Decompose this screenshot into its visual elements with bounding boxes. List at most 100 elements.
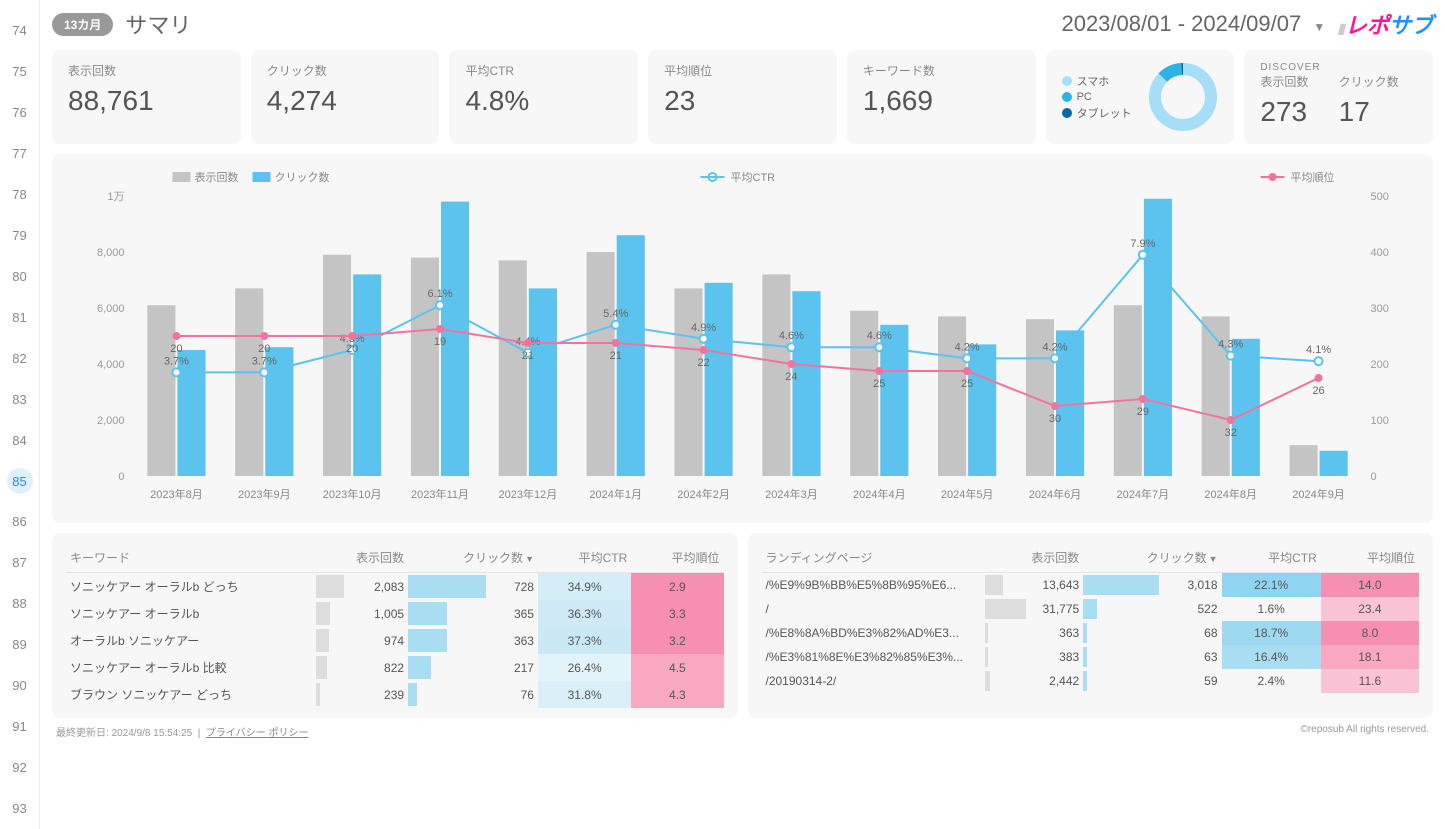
rank-point[interactable] bbox=[612, 339, 620, 347]
svg-text:20: 20 bbox=[258, 343, 270, 355]
metric-card[interactable]: クリック数4,274 bbox=[251, 50, 440, 144]
ctr-point[interactable] bbox=[1051, 354, 1059, 362]
clicks-bar[interactable] bbox=[353, 274, 381, 476]
impressions-cell: 363 bbox=[985, 621, 1083, 645]
svg-text:2024年9月: 2024年9月 bbox=[1292, 487, 1345, 501]
table-header[interactable]: 平均順位 bbox=[631, 543, 723, 573]
svg-text:22: 22 bbox=[697, 357, 709, 369]
impressions-bar[interactable] bbox=[1289, 445, 1317, 476]
rank-cell: 18.1 bbox=[1321, 645, 1419, 669]
ctr-point[interactable] bbox=[963, 354, 971, 362]
rank-cell: 11.6 bbox=[1321, 669, 1419, 693]
ctr-point[interactable] bbox=[875, 343, 883, 351]
svg-text:2024年6月: 2024年6月 bbox=[1029, 487, 1082, 501]
rank-point[interactable] bbox=[1315, 374, 1323, 382]
ctr-point[interactable] bbox=[1227, 352, 1235, 360]
ctr-point[interactable] bbox=[700, 335, 708, 343]
ctr-point[interactable] bbox=[1315, 357, 1323, 365]
rank-point[interactable] bbox=[1139, 395, 1147, 403]
svg-text:3.7%: 3.7% bbox=[164, 355, 189, 367]
table-row[interactable]: /%E8%8A%BD%E3%82%AD%E3... 363 68 18.7% 8… bbox=[762, 621, 1420, 645]
rank-point[interactable] bbox=[700, 346, 708, 354]
metric-card[interactable]: 平均順位23 bbox=[648, 50, 837, 144]
table-header[interactable]: クリック数▼ bbox=[408, 543, 538, 573]
ctr-point[interactable] bbox=[1139, 251, 1147, 259]
ctr-cell: 26.4% bbox=[538, 654, 631, 681]
rank-point[interactable] bbox=[1227, 416, 1235, 424]
svg-text:500: 500 bbox=[1371, 191, 1389, 203]
table-row[interactable]: ソニッケアー オーラルb どっち 2,083 728 34.9% 2.9 bbox=[66, 573, 724, 601]
ctr-point[interactable] bbox=[787, 343, 795, 351]
clicks-bar[interactable] bbox=[1320, 451, 1348, 476]
rank-point[interactable] bbox=[172, 332, 180, 340]
table-header[interactable]: クリック数▼ bbox=[1083, 543, 1221, 573]
table-header[interactable]: 平均CTR bbox=[1222, 543, 1321, 573]
metric-label: キーワード数 bbox=[863, 62, 1020, 79]
metric-card[interactable]: 表示回数88,761 bbox=[52, 50, 241, 144]
row-key: /%E9%9B%BB%E5%8B%95%E6... bbox=[762, 573, 986, 598]
impressions-bar[interactable] bbox=[147, 305, 175, 476]
ctr-cell: 31.8% bbox=[538, 681, 631, 708]
svg-text:2023年10月: 2023年10月 bbox=[323, 487, 382, 501]
row-number: 79 bbox=[0, 215, 39, 256]
clicks-bar[interactable] bbox=[177, 350, 205, 476]
svg-text:2024年7月: 2024年7月 bbox=[1117, 487, 1170, 501]
device-label: PC bbox=[1077, 91, 1092, 103]
impressions-bar[interactable] bbox=[1114, 305, 1142, 476]
ctr-point[interactable] bbox=[436, 301, 444, 309]
clicks-bar[interactable] bbox=[968, 344, 996, 476]
ctr-point[interactable] bbox=[260, 368, 268, 376]
impressions-bar[interactable] bbox=[499, 260, 527, 476]
table-header[interactable]: 表示回数 bbox=[985, 543, 1083, 573]
metric-label: 平均順位 bbox=[664, 62, 821, 79]
date-range[interactable]: 2023/08/01 - 2024/09/07 ▼ bbox=[1061, 11, 1325, 37]
svg-text:20: 20 bbox=[346, 343, 358, 355]
row-key: ソニッケアー オーラルb bbox=[66, 600, 316, 627]
table-header[interactable]: 平均CTR bbox=[538, 543, 631, 573]
metric-card[interactable]: 平均CTR4.8% bbox=[449, 50, 638, 144]
svg-text:5.4%: 5.4% bbox=[603, 308, 628, 320]
table-row[interactable]: /20190314-2/ 2,442 59 2.4% 11.6 bbox=[762, 669, 1420, 693]
table-row[interactable]: / 31,775 522 1.6% 23.4 bbox=[762, 597, 1420, 621]
impressions-cell: 31,775 bbox=[985, 597, 1083, 621]
ctr-point[interactable] bbox=[172, 368, 180, 376]
rank-point[interactable] bbox=[787, 360, 795, 368]
metric-card[interactable]: キーワード数1,669 bbox=[847, 50, 1036, 144]
impressions-bar[interactable] bbox=[323, 255, 351, 476]
rank-point[interactable] bbox=[963, 367, 971, 375]
rank-point[interactable] bbox=[436, 325, 444, 333]
impressions-bar[interactable] bbox=[235, 288, 263, 476]
table-header[interactable]: 表示回数 bbox=[316, 543, 408, 573]
table-header[interactable]: キーワード bbox=[66, 543, 316, 573]
clicks-bar[interactable] bbox=[792, 291, 820, 476]
table-row[interactable]: /%E9%9B%BB%E5%8B%95%E6... 13,643 3,018 2… bbox=[762, 573, 1420, 598]
clicks-bar[interactable] bbox=[705, 283, 733, 476]
rank-point[interactable] bbox=[1051, 402, 1059, 410]
ctr-cell: 1.6% bbox=[1222, 597, 1321, 621]
table-header[interactable]: 平均順位 bbox=[1321, 543, 1419, 573]
clicks-cell: 68 bbox=[1083, 621, 1221, 645]
dropdown-icon: ▼ bbox=[1313, 20, 1325, 34]
rank-point[interactable] bbox=[348, 332, 356, 340]
rank-cell: 23.4 bbox=[1321, 597, 1419, 621]
row-key: / bbox=[762, 597, 986, 621]
table-row[interactable]: オーラルb ソニッケアー 974 363 37.3% 3.2 bbox=[66, 627, 724, 654]
rank-point[interactable] bbox=[260, 332, 268, 340]
impressions-bar[interactable] bbox=[938, 316, 966, 476]
clicks-bar[interactable] bbox=[529, 288, 557, 476]
metric-label: 表示回数 bbox=[68, 62, 225, 79]
ctr-cell: 22.1% bbox=[1222, 573, 1321, 598]
rank-point[interactable] bbox=[524, 339, 532, 347]
table-row[interactable]: ソニッケアー オーラルb 比較 822 217 26.4% 4.5 bbox=[66, 654, 724, 681]
impressions-bar[interactable] bbox=[674, 288, 702, 476]
privacy-link[interactable]: プライバシー ポリシー bbox=[206, 728, 309, 739]
impressions-bar[interactable] bbox=[587, 252, 615, 476]
table-row[interactable]: ブラウン ソニッケアー どっち 239 76 31.8% 4.3 bbox=[66, 681, 724, 708]
table-row[interactable]: ソニッケアー オーラルb 1,005 365 36.3% 3.3 bbox=[66, 600, 724, 627]
ctr-point[interactable] bbox=[612, 321, 620, 329]
rank-point[interactable] bbox=[875, 367, 883, 375]
metric-label: クリック数 bbox=[267, 62, 424, 79]
keyword-table-panel: キーワード表示回数クリック数▼平均CTR平均順位 ソニッケアー オーラルb どっ… bbox=[52, 533, 738, 718]
table-header[interactable]: ランディングページ bbox=[762, 543, 986, 573]
table-row[interactable]: /%E3%81%8E%E3%82%85%E3%... 383 63 16.4% … bbox=[762, 645, 1420, 669]
